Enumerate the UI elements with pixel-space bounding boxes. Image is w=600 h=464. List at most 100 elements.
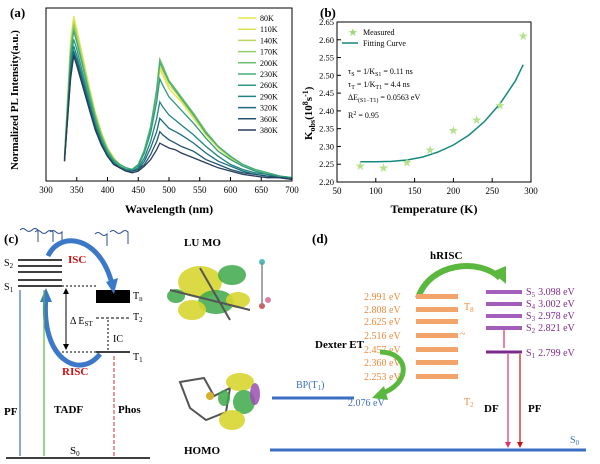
panel-b-x-tick-label: 300 <box>524 186 538 196</box>
s0-label: S0 <box>70 445 80 458</box>
panel-b-measured-point: ★ <box>401 155 412 169</box>
triplet-level <box>416 374 458 379</box>
singlet-level <box>486 314 522 318</box>
panel-b-y-tick-label: 2.20 <box>319 177 334 187</box>
panel-a-x-tick-label: 700 <box>285 185 299 195</box>
panel-a-x-tick-label: 450 <box>132 185 146 195</box>
panel-a-legend-label: 380K <box>260 126 278 135</box>
triplet-level <box>416 333 458 338</box>
panel-a-x-tick-label: 500 <box>162 185 176 195</box>
wavy-arrow-1 <box>19 228 39 242</box>
panel-b-y-tick-label: 2.55 <box>319 53 334 63</box>
hrisc-arrowhead <box>492 266 506 284</box>
wavy-arrow-3 <box>49 230 63 244</box>
bp-energy: 2.076 eV <box>348 398 385 409</box>
panel-b-legend-fit: Fitting Curve <box>363 39 406 48</box>
panel-a-x-tick-label: 350 <box>70 185 84 195</box>
t2-label-d: T2 <box>464 397 474 409</box>
panel-a-legend-label: 320K <box>260 104 278 113</box>
isc-arrowhead <box>106 278 118 294</box>
dexter-et-label: Dexter ET <box>315 339 365 351</box>
panel-b-label: (b) <box>320 5 336 20</box>
singlet-levels <box>18 259 62 287</box>
panel-a-series-230K <box>63 30 293 179</box>
panel-b-eq-taus: τS = 1/KS1 = 0.11 ns <box>348 67 413 78</box>
panel-b-measured-point: ★ <box>471 113 482 127</box>
panel-a-chart: 300 350 400 450 500 550 600 650 700 80K 110K 140K 1… <box>39 7 299 195</box>
t1-label: T1 <box>133 352 143 364</box>
panel-a-series-260K <box>63 39 293 179</box>
risc-arrowhead <box>40 288 52 302</box>
singlet-level <box>486 326 522 330</box>
panel-b-measured-point: ★ <box>425 143 436 157</box>
panel-b-y-tick-label: 2.40 <box>319 106 334 116</box>
panel-a-series-360K <box>63 53 293 181</box>
risc-label: RISC <box>62 366 88 378</box>
singlet-label: S2 2.821 eV <box>526 323 576 335</box>
panel-a-y-axis-label: Normalized PL Intensity(a.u.) <box>9 30 21 170</box>
triplet-energy: 2.991 eV <box>364 292 401 303</box>
wavy-arrow-5 <box>109 230 129 244</box>
triplet-energy: 2.808 eV <box>364 305 401 316</box>
pf-arrowhead-d <box>517 442 523 448</box>
singlet-label: S5 3.098 eV <box>526 287 576 299</box>
triplet-level <box>416 360 458 365</box>
triplet-energy: 2.253 eV <box>364 372 401 383</box>
triplet-energy: 2.625 eV <box>364 317 401 328</box>
t8-label: T8 <box>464 302 474 314</box>
panel-b-y-tick-label: 2.25 <box>319 159 334 169</box>
panel-b-x-tick-label: 250 <box>485 186 499 196</box>
wavy-arrow-2 <box>34 230 54 242</box>
s0-label-d: S0 <box>570 435 580 447</box>
df-label: DF <box>484 403 499 415</box>
singlet-label: S4 3.002 eV <box>526 299 576 311</box>
panel-a-series-380K <box>63 55 293 181</box>
bp-t1-label: BP(T1) <box>296 380 325 392</box>
panel-a-legend-label: 110K <box>260 25 278 34</box>
lumo-orbital-image <box>167 259 271 321</box>
ic-label: IC <box>113 334 123 345</box>
panel-b-y-tick-label: 2.60 <box>319 35 334 45</box>
tn-block <box>96 290 130 303</box>
panel-a-legend-label: 140K <box>260 36 278 45</box>
tn-label: Tn <box>133 291 143 303</box>
panel-a-x-tick-label: 600 <box>224 185 238 195</box>
panel-b-measured-point: ★ <box>518 29 529 43</box>
panel-b-eq-deltae: ΔE(S1−T1) = 0.0563 eV <box>348 93 420 104</box>
df-arrowhead <box>505 442 511 448</box>
triplet-energy: 2.360 eV <box>364 358 401 369</box>
panel-b-measured-point: ★ <box>495 99 506 113</box>
homo-orbital-image <box>178 373 260 430</box>
triplet-manifold: 2.991 eV2.808 eV2.625 eV2.516 eV2.457 eV… <box>364 292 458 383</box>
panel-b-x-tick-label: 200 <box>447 186 461 196</box>
tilde-label: ~ <box>460 329 466 340</box>
s2-label: S2 <box>4 258 14 270</box>
triplet-level <box>416 294 458 299</box>
panel-a-x-tick-label: 400 <box>101 185 115 195</box>
panel-a-x-tick-label: 550 <box>193 185 207 195</box>
panel-a-legend-label: 230K <box>260 70 278 79</box>
panel-c-label: (c) <box>4 231 18 246</box>
panel-a-series-170K <box>63 24 293 179</box>
panel-a-frame <box>45 7 293 182</box>
panel-b-fit-curve <box>360 64 524 163</box>
panel-b-measured-point: ★ <box>355 159 366 173</box>
panel-b-frame <box>336 21 532 183</box>
delta-est-label: Δ EST <box>70 316 93 328</box>
panel-a-series-200K <box>63 27 293 179</box>
triplet-level <box>416 319 458 324</box>
panel-d-label: (d) <box>312 231 328 246</box>
singlet-level <box>486 290 522 294</box>
homo-label: HOMO <box>184 445 220 457</box>
dexter-arrowhead <box>372 386 388 400</box>
wavy-arrow-4 <box>94 232 108 246</box>
panel-a-legend-label: 200K <box>260 59 278 68</box>
panel-b-y-tick-label: 2.45 <box>319 88 334 98</box>
triplet-energy: 2.516 eV <box>364 331 401 342</box>
panel-b-y-tick-label: 2.30 <box>319 141 334 151</box>
singlet-level <box>486 302 522 306</box>
panel-a-series-320K <box>63 50 293 181</box>
t2-label: T2 <box>133 312 143 324</box>
hrisc-label: hRISC <box>430 250 462 262</box>
tadf-label: TADF <box>54 404 83 416</box>
